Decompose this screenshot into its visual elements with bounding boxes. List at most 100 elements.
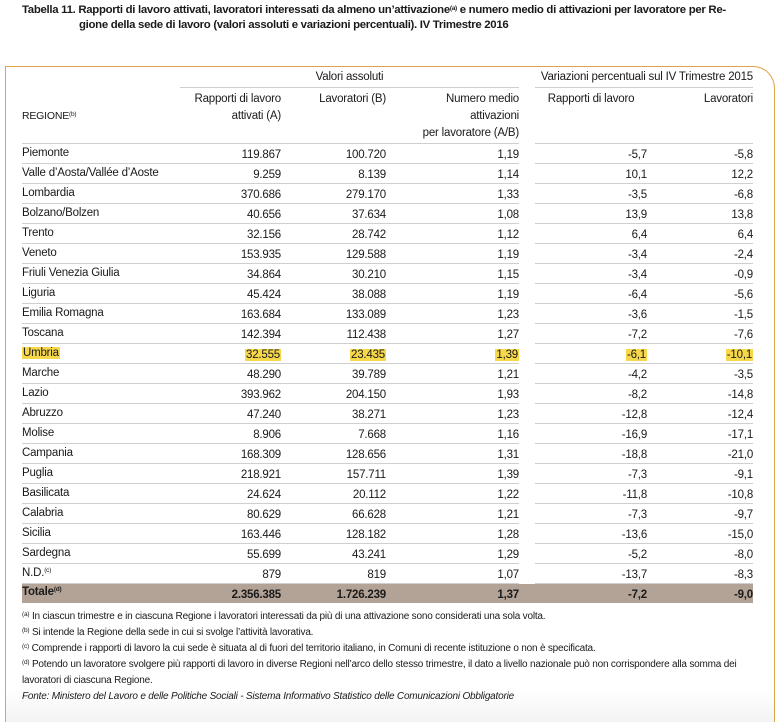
cell-a: 9.259 — [180, 163, 281, 184]
table-row: Trento 32.156 28.742 1,12 6,4 6,4 — [22, 223, 753, 244]
cell-d: -5,2 — [535, 543, 647, 564]
region-name: Lazio — [22, 383, 180, 404]
cell-b: 819 — [281, 563, 386, 584]
cell-b: 157.711 — [281, 463, 386, 484]
cell-d: 13,9 — [535, 203, 647, 224]
cell-c: 1,22 — [386, 483, 519, 504]
source-note: Fonte: Ministero del Lavoro e delle Poli… — [22, 691, 515, 702]
cell-d: -7,3 — [535, 503, 647, 524]
cell-c: 1,29 — [386, 543, 519, 564]
cell-b: 100.720 — [281, 143, 386, 164]
region-name: Molise — [22, 423, 180, 444]
table-row: Sardegna 55.699 43.241 1,29 -5,2 -8,0 — [22, 543, 753, 564]
region-name: Trento — [22, 223, 180, 244]
cell-a: 80.629 — [180, 503, 281, 524]
cell-b: 23.435 — [281, 343, 386, 364]
table-frame: Valori assoluti Variazioni percentuali s… — [5, 66, 775, 722]
table-row: N.D.(c) 879 819 1,07 -13,7 -8,3 — [22, 563, 753, 584]
region-name: Toscana — [22, 323, 180, 344]
cell-c: 1,15 — [386, 263, 519, 284]
cell-c: 1,28 — [386, 523, 519, 544]
cell-b: 38.271 — [281, 403, 386, 424]
cell-b: 66.628 — [281, 503, 386, 524]
header-col-b: Lavoratori (B) — [281, 87, 386, 144]
cell-e: -15,0 — [647, 523, 753, 544]
cell-d: -18,8 — [535, 443, 647, 464]
cell-c: 1,93 — [386, 383, 519, 404]
cell-a: 370.686 — [180, 183, 281, 204]
cell-c: 1,12 — [386, 223, 519, 244]
cell-b: 39.789 — [281, 363, 386, 384]
table-row: Basilicata 24.624 20.112 1,22 -11,8 -10,8 — [22, 483, 753, 504]
cell-e: -9,1 — [647, 463, 753, 484]
cell-c: 1,23 — [386, 403, 519, 424]
cell-a: 163.446 — [180, 523, 281, 544]
cell-b: 20.112 — [281, 483, 386, 504]
cell-b: 28.742 — [281, 223, 386, 244]
footnotes: (a) In ciascun trimestre e in ciascuna R… — [22, 609, 757, 705]
region-name: Liguria — [22, 283, 180, 304]
cell-a: 153.935 — [180, 243, 281, 264]
region-name: Abruzzo — [22, 403, 180, 424]
region-name: Bolzano/Bolzen — [22, 203, 180, 224]
region-name: Veneto — [22, 243, 180, 264]
cell-e: -5,8 — [647, 143, 753, 164]
cell-b: 7.668 — [281, 423, 386, 444]
cell-c: 1,23 — [386, 303, 519, 324]
region-name: Puglia — [22, 463, 180, 484]
cell-e: -14,8 — [647, 383, 753, 404]
cell-d: -4,2 — [535, 363, 647, 384]
cell-b: 204.150 — [281, 383, 386, 404]
cell-c: 1,21 — [386, 363, 519, 384]
cell-d: -7,2 — [535, 323, 647, 344]
cell-b: 43.241 — [281, 543, 386, 564]
cell-a: 32.156 — [180, 223, 281, 244]
cell-d: -13,7 — [535, 563, 647, 584]
cell-b: 129.588 — [281, 243, 386, 264]
cell-e: -0,9 — [647, 263, 753, 284]
table-row: Bolzano/Bolzen 40.656 37.634 1,08 13,9 13,8 — [22, 203, 753, 224]
region-name: Campania — [22, 443, 180, 464]
cell-c: 1,19 — [386, 243, 519, 264]
table-row: Sicilia 163.446 128.182 1,28 -13,6 -15,0 — [22, 523, 753, 544]
cell-e: -10,8 — [647, 483, 753, 504]
cell-e: 13,8 — [647, 203, 753, 224]
cell-a: 218.921 — [180, 463, 281, 484]
table-row: Marche 48.290 39.789 1,21 -4,2 -3,5 — [22, 363, 753, 384]
table-row: Molise 8.906 7.668 1,16 -16,9 -17,1 — [22, 423, 753, 444]
cell-e: -6,8 — [647, 183, 753, 204]
region-name: Lombardia — [22, 183, 180, 204]
region-name: Friuli Venezia Giulia — [22, 263, 180, 284]
header-col-a: Rapporti di lavoro attivati (A) — [180, 87, 281, 144]
cell-e: -5,6 — [647, 283, 753, 304]
table-row: Liguria 45.424 38.088 1,19 -6,4 -5,6 — [22, 283, 753, 304]
cell-e: -1,5 — [647, 303, 753, 324]
region-name: Calabria — [22, 503, 180, 524]
table-row: Piemonte 119.867 100.720 1,19 -5,7 -5,8 — [22, 143, 753, 164]
cell-c: 1,07 — [386, 563, 519, 584]
region-name: Sardegna — [22, 543, 180, 564]
cell-c: 1,33 — [386, 183, 519, 204]
cell-a: 119.867 — [180, 143, 281, 164]
cell-d: -7,3 — [535, 463, 647, 484]
table-row: Calabria 80.629 66.628 1,21 -7,3 -9,7 — [22, 503, 753, 524]
table-row: Puglia 218.921 157.711 1,39 -7,3 -9,1 — [22, 463, 753, 484]
table-row: Toscana 142.394 112.438 1,27 -7,2 -7,6 — [22, 323, 753, 344]
cell-d: -3,4 — [535, 243, 647, 264]
cell-b: 279.170 — [281, 183, 386, 204]
cell-a: 24.624 — [180, 483, 281, 504]
cell-a: 55.699 — [180, 543, 281, 564]
cell-a: 34.864 — [180, 263, 281, 284]
cell-a: 32.555 — [180, 343, 281, 364]
cell-c: 1,39 — [386, 463, 519, 484]
cell-d: -3,4 — [535, 263, 647, 284]
table-row: Veneto 153.935 129.588 1,19 -3,4 -2,4 — [22, 243, 753, 264]
footnote: (a) In ciascun trimestre e in ciascuna R… — [22, 611, 546, 622]
region-name: Sicilia — [22, 523, 180, 544]
footnote: (c) Comprende i rapporti di lavoro la cu… — [22, 643, 596, 654]
cell-e: -8,3 — [647, 563, 753, 584]
cell-a: 168.309 — [180, 443, 281, 464]
cell-a: 45.424 — [180, 283, 281, 304]
cell-e: -7,6 — [647, 323, 753, 344]
region-name: Totale(d) — [22, 583, 180, 603]
